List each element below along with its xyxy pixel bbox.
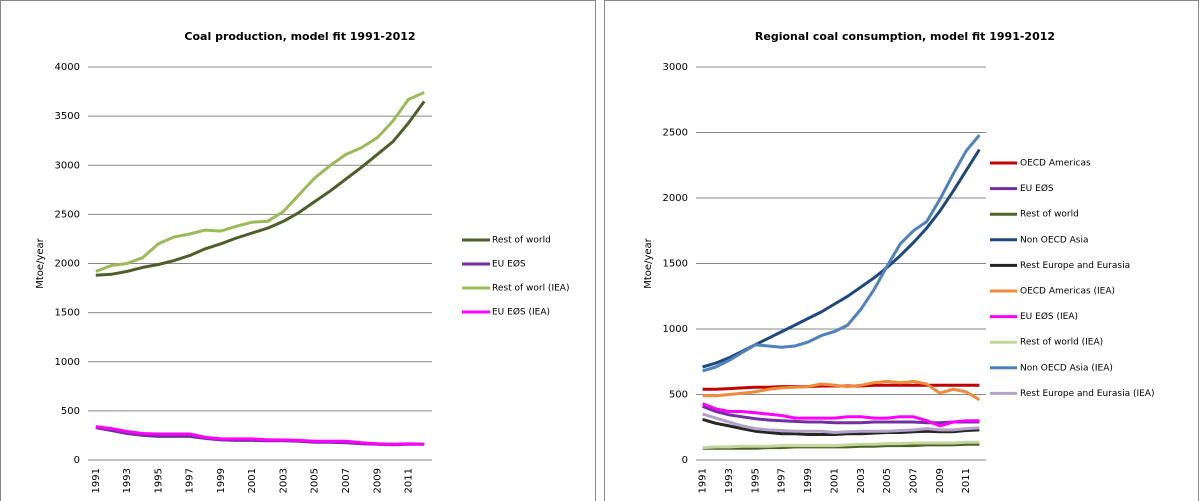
x-tick-label: 1991 (698, 468, 709, 493)
y-tick-label: 0 (682, 455, 688, 466)
x-tick-label: 1999 (216, 468, 227, 493)
y-tick-label: 1000 (663, 324, 688, 335)
x-tick-label: 1997 (777, 468, 788, 493)
legend: Rest of world EU EØS Rest of worl (IEA) EU … (462, 236, 569, 318)
legend-label: Rest Europe and Eurasia (1020, 261, 1130, 271)
x-tick-label: 2007 (341, 468, 352, 493)
y-tick-label: 2000 (663, 193, 688, 204)
line-series (702, 417, 980, 436)
line-series (95, 425, 425, 446)
y-tick-label: 3500 (55, 111, 80, 122)
x-tick-label: 1995 (153, 468, 164, 493)
y-tick-label: 500 (61, 406, 80, 417)
y-tick-label: 1000 (55, 357, 80, 368)
line-series (702, 134, 981, 373)
line-series (702, 379, 981, 401)
y-tick-label: 3000 (663, 62, 688, 73)
line-series (702, 404, 980, 425)
legend-label: Rest of world (492, 236, 551, 246)
y-tick-label: 1500 (55, 308, 80, 319)
legend-label: Rest of world (1020, 210, 1079, 220)
panel-border (604, 0, 1199, 501)
x-tick-label: 1991 (91, 468, 102, 493)
line-series (95, 100, 426, 277)
legend-label: Non OECD Asia (IEA) (1020, 363, 1113, 373)
y-tick-label: 2500 (55, 209, 80, 220)
x-tick-label: 2011 (961, 468, 972, 493)
x-tick-label: 1997 (185, 468, 196, 493)
x-tick-label: 1993 (122, 468, 133, 493)
y-tick-label: 3000 (55, 160, 80, 171)
x-tick-label: 2005 (310, 468, 321, 493)
x-tick-label: 2005 (882, 468, 893, 493)
y-tick-label: 500 (669, 390, 688, 401)
x-tick-label: 2011 (404, 468, 415, 493)
y-tick-label: 2500 (663, 128, 688, 139)
y-tick-label: 2000 (55, 259, 80, 270)
legend-label: Rest Europe and Eurasia (IEA) (1020, 389, 1154, 399)
x-tick-label: 2007 (909, 468, 920, 493)
panel-border (0, 0, 596, 501)
legend-label: EU EØS (IEA) (1020, 311, 1078, 322)
x-tick-label: 1993 (724, 468, 735, 493)
x-tick-label: 2001 (247, 468, 258, 493)
x-tick-label: 1999 (803, 468, 814, 493)
x-tick-label: 1995 (750, 468, 761, 493)
legend-label: Non OECD Asia (1020, 235, 1089, 245)
x-tick-label: 2009 (935, 468, 946, 493)
chart-title: Regional coal consumption, model fit 199… (755, 30, 1055, 43)
line-series (702, 440, 980, 450)
legend-label: EU EØS (1020, 183, 1054, 194)
legend-label: EU EØS (IEA) (492, 307, 550, 318)
legend-label: OECD Americas (IEA) (1020, 287, 1115, 297)
x-tick-label: 2003 (278, 468, 289, 493)
line-series (702, 442, 980, 450)
line-series (702, 148, 981, 369)
y-tick-label: 4000 (55, 62, 80, 73)
y-axis-label: Mtoe/year (643, 237, 654, 288)
y-tick-label: 1500 (663, 259, 688, 270)
chart-title: Coal production, model fit 1991-2012 (184, 30, 415, 43)
y-axis-label: Mtoe/year (35, 237, 46, 288)
x-tick-label: 2001 (829, 468, 840, 493)
legend-label: EU EØS (492, 259, 526, 270)
legend-label: Rest of worl (IEA) (492, 284, 569, 294)
line-series (95, 91, 425, 273)
line-series (702, 402, 980, 428)
legend-label: OECD Americas (1020, 159, 1091, 169)
legend: OECD Americas EU EØS Rest of world Non OECD… (990, 159, 1154, 399)
line-series (702, 412, 980, 434)
legend-label: Rest of world (IEA) (1020, 338, 1103, 348)
x-tick-label: 2009 (372, 468, 383, 493)
x-tick-label: 2003 (856, 468, 867, 493)
y-tick-label: 0 (74, 455, 80, 466)
